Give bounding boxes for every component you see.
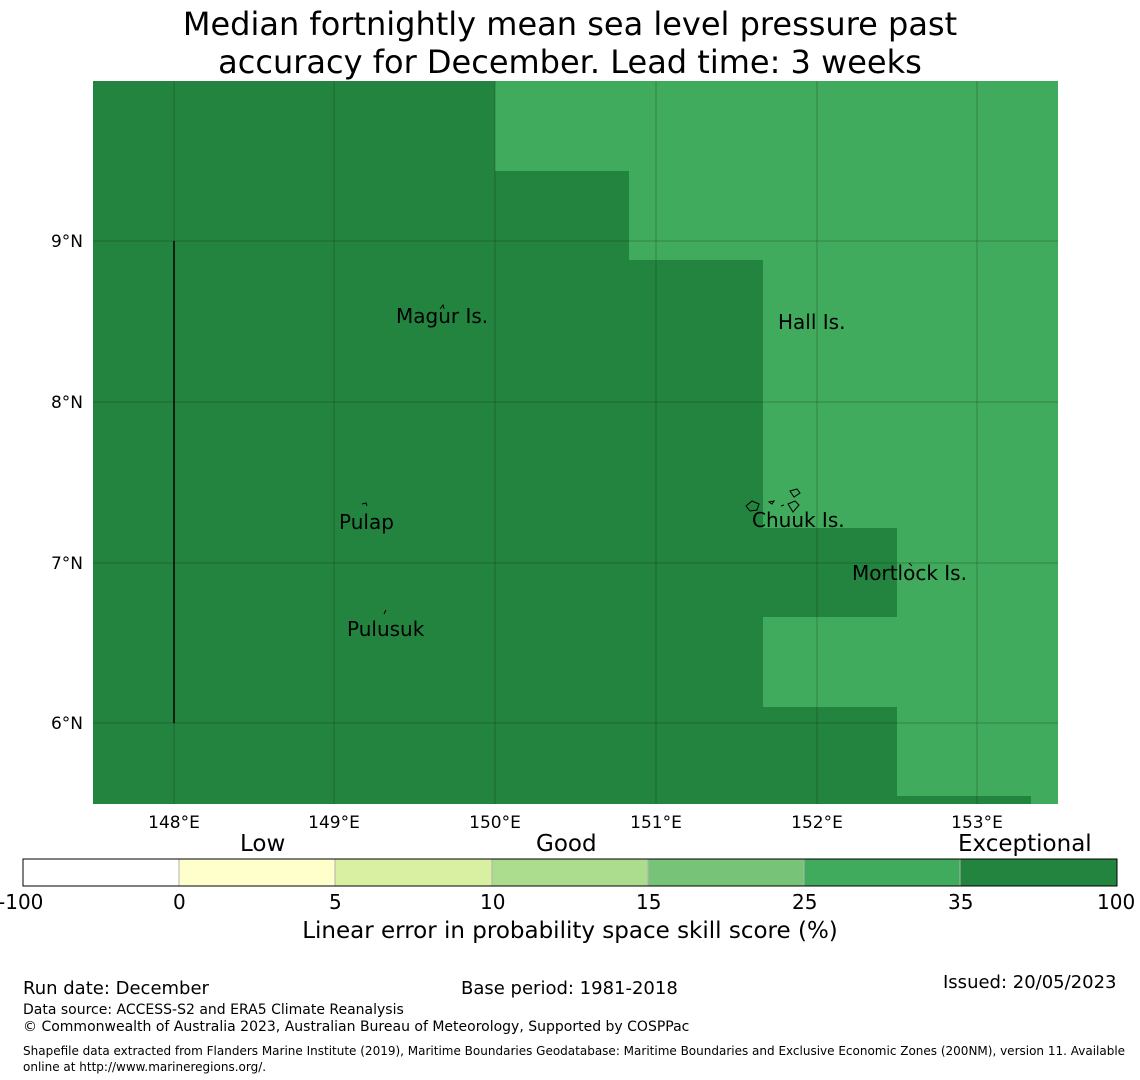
lon-label-152: 152°E <box>791 813 843 833</box>
lon-label-148: 148°E <box>148 813 200 833</box>
colorbar <box>22 858 1118 887</box>
pulap-island-shape <box>361 502 368 507</box>
lat-label-6: 6°N <box>51 714 83 734</box>
chuuk-reef-east-shape <box>789 488 801 498</box>
lat-tick-labels: 9°N 8°N 7°N 6°N <box>51 232 83 734</box>
chuuk-islet-2-shape <box>780 504 785 507</box>
place-label-magur: Magur Is. <box>396 304 488 328</box>
lat-label-7: 7°N <box>51 554 83 574</box>
data-source: Data source: ACCESS-S2 and ERA5 Climate … <box>23 1002 404 1018</box>
copyright-notice: © Commonwealth of Australia 2023, Austra… <box>23 1019 690 1035</box>
skill-region-good-south <box>897 707 1058 796</box>
colorbar-tick-15: 15 <box>636 890 662 914</box>
category-good-label: Good <box>536 831 597 857</box>
gridlines <box>93 81 1058 804</box>
colorbar-segment-25-35 <box>803 858 961 887</box>
pulusuk-island-shape <box>383 609 387 615</box>
skill-region-good-east <box>763 260 1058 528</box>
skill-region-good-north-mid <box>629 171 1058 260</box>
run-date: Run date: December <box>23 978 209 999</box>
lat-label-9: 9°N <box>51 232 83 252</box>
shapefile-credit: Shapefile data extracted from Flanders M… <box>23 1044 1126 1074</box>
colorbar-segment-0-5 <box>178 858 336 887</box>
skill-region-good-north <box>495 81 1058 171</box>
colorbar-segment-none <box>22 858 180 887</box>
place-label-pulusuk: Pulusuk <box>347 617 425 641</box>
colorbar-frame <box>22 858 1118 887</box>
base-period: Base period: 1981-2018 <box>461 978 678 999</box>
lon-label-151: 151°E <box>630 813 682 833</box>
chuuk-lagoon-shape <box>745 500 760 512</box>
skill-map: Magur Is. Hall Is. Pulap Chuuk Is. Mortl… <box>51 81 1058 833</box>
magur-island-shape <box>439 303 445 310</box>
place-label-hall: Hall Is. <box>778 310 845 334</box>
place-label-chuuk: Chuuk Is. <box>752 508 845 532</box>
chuuk-reef-south-shape <box>787 500 800 513</box>
colorbar-tick-5: 5 <box>329 890 342 914</box>
colorbar-tick-neg100: -100 <box>0 890 44 914</box>
category-low-label: Low <box>240 831 286 857</box>
lon-label-149: 149°E <box>308 813 360 833</box>
lat-label-8: 8°N <box>51 393 83 413</box>
colorbar-segment-10-15 <box>491 858 649 887</box>
colorbar-tick-10: 10 <box>480 890 506 914</box>
title-line-1: Median fortnightly mean sea level pressu… <box>182 5 958 43</box>
colorbar-tick-100: 100 <box>1097 890 1136 914</box>
place-labels: Magur Is. Hall Is. Pulap Chuuk Is. Mortl… <box>339 304 967 641</box>
mortlock-island-shape <box>908 562 913 567</box>
skill-region-good-far-east <box>897 528 1058 617</box>
skill-region-good-corner <box>1031 796 1058 804</box>
category-exceptional-label: Exceptional <box>958 831 1092 857</box>
chart-title: Median fortnightly mean sea level pressu… <box>0 5 1140 81</box>
place-label-pulap: Pulap <box>339 510 394 534</box>
colorbar-tick-25: 25 <box>792 890 818 914</box>
colorbar-segment-35-100 <box>959 858 1118 887</box>
issued-date: Issued: 20/05/2023 <box>943 972 1117 993</box>
title-line-2: accuracy for December. Lead time: 3 week… <box>218 43 922 81</box>
island-outlines <box>361 303 913 615</box>
place-label-mortlock: Mortlock Is. <box>852 561 967 585</box>
colorbar-segment-15-25 <box>647 858 805 887</box>
lon-label-150: 150°E <box>469 813 521 833</box>
colorbar-tick-35: 35 <box>948 890 974 914</box>
colorbar-title: Linear error in probability space skill … <box>302 918 838 944</box>
colorbar-segment-5-10 <box>334 858 493 887</box>
chuuk-islet-shape <box>767 500 776 505</box>
skill-region-good-southeast <box>763 617 1058 707</box>
lon-label-153: 153°E <box>951 813 1003 833</box>
lon-tick-labels: 148°E 149°E 150°E 151°E 152°E 153°E <box>148 813 1003 833</box>
colorbar-tick-0: 0 <box>173 890 186 914</box>
